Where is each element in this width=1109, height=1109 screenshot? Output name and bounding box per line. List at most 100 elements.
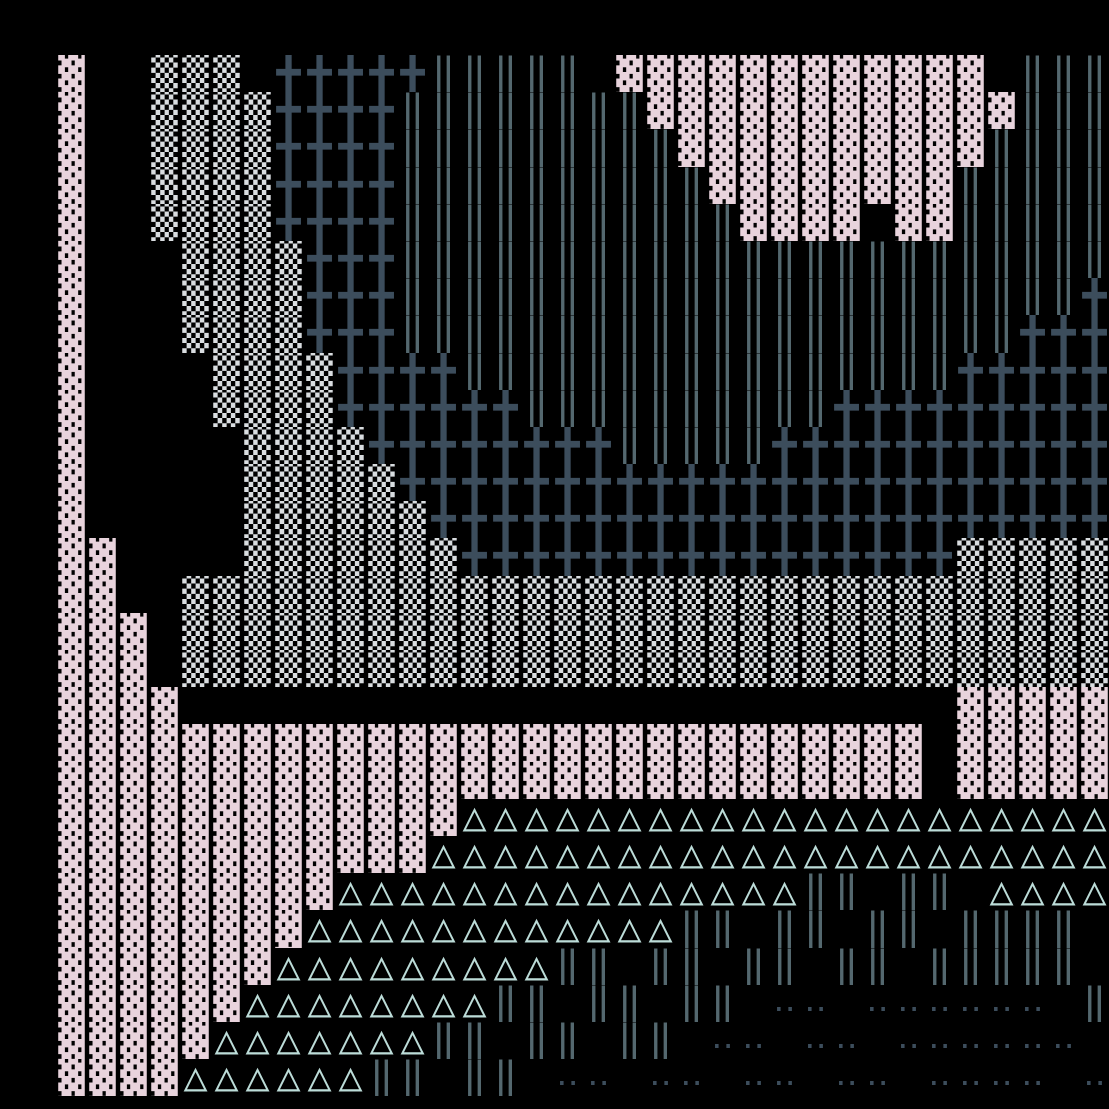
glyph-cell-blank xyxy=(149,538,180,575)
glyph-cell-pink-dense-block: ▓ xyxy=(213,910,240,948)
glyph-cell-slate-plus-cross: ╋ xyxy=(369,389,394,427)
glyph-cell-cyan-up-triangle: △ xyxy=(617,873,642,911)
glyph-cell-slate-double-vertical-bar: ‖ xyxy=(586,389,611,427)
glyph-cell-blank xyxy=(428,1059,459,1096)
glyph-cell-slate-double-vertical-bar: ‖ xyxy=(679,389,704,427)
glyph-cell-cyan-up-triangle: △ xyxy=(1082,873,1107,911)
glyph-cell-slate-double-vertical-bar: ‖ xyxy=(927,240,952,279)
glyph-cell-blank xyxy=(738,687,769,724)
glyph-cell-grey-medium-shade-block: ▒ xyxy=(182,315,209,353)
glyph-cell-pink-dense-block: ▓ xyxy=(709,129,736,167)
glyph-cell-grey-medium-shade-block: ▒ xyxy=(523,650,550,688)
glyph-cell-slate-plus-cross: ╋ xyxy=(586,501,611,539)
glyph-cell-slate-double-vertical-bar: ‖ xyxy=(524,315,549,353)
glyph-cell-blank xyxy=(87,92,118,129)
glyph-cell-blank xyxy=(118,129,149,166)
glyph-cell-slate-double-vertical-bar: ‖ xyxy=(617,203,642,241)
glyph-cell-pink-dense-block: ▓ xyxy=(771,724,798,762)
glyph-cell-slate-double-vertical-bar: ‖ xyxy=(710,910,735,948)
glyph-cell-cyan-up-triangle: △ xyxy=(493,910,518,948)
glyph-cell-slate-double-vertical-bar: ‖ xyxy=(741,240,766,279)
glyph-cell-blank xyxy=(87,427,118,464)
glyph-cell-pink-dense-block: ▓ xyxy=(120,687,147,725)
glyph-cell-slate-double-vertical-bar: ‖ xyxy=(586,315,611,353)
glyph-cell-pink-dense-block: ▓ xyxy=(864,761,891,799)
glyph-cell-blank xyxy=(738,985,769,1022)
glyph-cell-grey-medium-shade-block: ▒ xyxy=(399,650,426,688)
glyph-cell-slate-double-vertical-bar: ‖ xyxy=(1082,55,1107,93)
glyph-cell-slate-double-vertical-bar: ‖ xyxy=(524,1021,549,1060)
glyph-cell-slate-plus-cross: ╋ xyxy=(710,538,735,576)
glyph-cell-pink-dense-block: ▓ xyxy=(1050,761,1077,799)
glyph-cell-grey-medium-shade-block: ▒ xyxy=(151,129,178,167)
glyph-cell-pink-dense-block: ▓ xyxy=(275,910,302,948)
glyph-cell-slate-plus-cross: ╋ xyxy=(369,240,394,279)
glyph-cell-pink-dense-block: ▓ xyxy=(926,129,953,167)
glyph-cell-slate-two-dot-leader: ‥ xyxy=(990,984,1013,1020)
glyph-cell-pink-dense-block: ▓ xyxy=(182,798,209,836)
glyph-cell-pink-dense-block: ▓ xyxy=(275,798,302,836)
glyph-cell-slate-plus-cross: ╋ xyxy=(927,501,952,539)
glyph-cell-slate-double-vertical-bar: ‖ xyxy=(493,315,518,353)
glyph-cell-pink-dense-block: ▓ xyxy=(120,650,147,688)
glyph-cell-blank xyxy=(118,315,149,352)
glyph-cell-cyan-up-triangle: △ xyxy=(462,798,487,836)
glyph-cell-slate-plus-cross: ╋ xyxy=(1020,501,1045,539)
glyph-cell-grey-medium-shade-block: ▒ xyxy=(740,650,767,688)
glyph-cell-pink-dense-block: ▓ xyxy=(89,575,116,613)
glyph-cell-slate-double-vertical-bar: ‖ xyxy=(710,352,735,390)
glyph-cell-blank xyxy=(552,985,583,1022)
glyph-cell-slate-two-dot-leader: ‥ xyxy=(649,1059,672,1095)
glyph-cell-slate-plus-cross: ╋ xyxy=(524,501,549,539)
glyph-cell-slate-plus-cross: ╋ xyxy=(1020,464,1045,502)
glyph-cell-grey-medium-shade-block: ▒ xyxy=(182,55,209,93)
glyph-cell-blank xyxy=(118,278,149,315)
glyph-cell-pink-dense-block: ▓ xyxy=(399,761,426,799)
glyph-cell-slate-two-dot-leader: ‥ xyxy=(897,1021,920,1057)
glyph-cell-cyan-up-triangle: △ xyxy=(400,1021,425,1060)
glyph-cell-slate-double-vertical-bar: ‖ xyxy=(617,389,642,427)
glyph-cell-slate-double-vertical-bar: ‖ xyxy=(617,984,642,1022)
glyph-cell-slate-double-vertical-bar: ‖ xyxy=(617,1021,642,1060)
glyph-cell-pink-dense-block: ▓ xyxy=(182,984,209,1022)
glyph-cell-blank xyxy=(428,687,459,724)
glyph-cell-grey-medium-shade-block: ▒ xyxy=(492,612,519,650)
glyph-cell-slate-double-vertical-bar: ‖ xyxy=(989,166,1014,204)
glyph-cell-slate-two-dot-leader: ‥ xyxy=(773,984,796,1020)
glyph-cell-slate-double-vertical-bar: ‖ xyxy=(586,129,611,167)
glyph-cell-slate-double-vertical-bar: ‖ xyxy=(648,947,673,985)
glyph-cell-blank xyxy=(490,687,521,724)
glyph-cell-grey-medium-shade-block: ▒ xyxy=(182,240,209,279)
glyph-cell-pink-dense-block: ▓ xyxy=(89,873,116,911)
glyph-cell-pink-dense-block: ▓ xyxy=(771,92,798,130)
glyph-cell-grey-medium-shade-block: ▒ xyxy=(368,575,395,613)
glyph-cell-cyan-up-triangle: △ xyxy=(1020,798,1045,836)
glyph-cell-slate-double-vertical-bar: ‖ xyxy=(803,278,828,316)
glyph-cell-cyan-up-triangle: △ xyxy=(555,835,580,874)
glyph-cell-blank xyxy=(800,1059,831,1096)
glyph-cell-slate-plus-cross: ╋ xyxy=(927,426,952,465)
glyph-cell-pink-dense-block: ▓ xyxy=(120,1059,147,1097)
glyph-cell-slate-plus-cross: ╋ xyxy=(1051,389,1076,427)
glyph-cell-pink-dense-block: ▓ xyxy=(988,92,1015,130)
glyph-cell-grey-medium-shade-block: ▒ xyxy=(895,575,922,613)
glyph-cell-grey-medium-shade-block: ▒ xyxy=(151,203,178,241)
glyph-cell-grey-medium-shade-block: ▒ xyxy=(244,352,271,390)
glyph-cell-slate-plus-cross: ╋ xyxy=(369,278,394,316)
glyph-cell-blank xyxy=(149,650,180,687)
glyph-cell-slate-double-vertical-bar: ‖ xyxy=(741,389,766,427)
glyph-cell-grey-medium-shade-block: ▒ xyxy=(337,650,364,688)
glyph-cell-grey-medium-shade-block: ▒ xyxy=(275,650,302,688)
glyph-cell-slate-plus-cross: ╋ xyxy=(989,464,1014,502)
glyph-cell-grey-medium-shade-block: ▒ xyxy=(554,575,581,613)
glyph-cell-blank xyxy=(180,501,211,538)
glyph-cell-slate-two-dot-leader: ‥ xyxy=(990,1059,1013,1095)
glyph-cell-blank xyxy=(583,55,614,92)
glyph-cell-grey-medium-shade-block: ▒ xyxy=(306,650,333,688)
glyph-cell-grey-medium-shade-block: ▒ xyxy=(337,612,364,650)
glyph-cell-slate-plus-cross: ╋ xyxy=(896,538,921,576)
glyph-cell-cyan-up-triangle: △ xyxy=(524,910,549,948)
glyph-cell-slate-plus-cross: ╋ xyxy=(989,352,1014,390)
glyph-cell-slate-plus-cross: ╋ xyxy=(400,464,425,502)
glyph-cell-grey-medium-shade-block: ▒ xyxy=(1019,538,1046,576)
